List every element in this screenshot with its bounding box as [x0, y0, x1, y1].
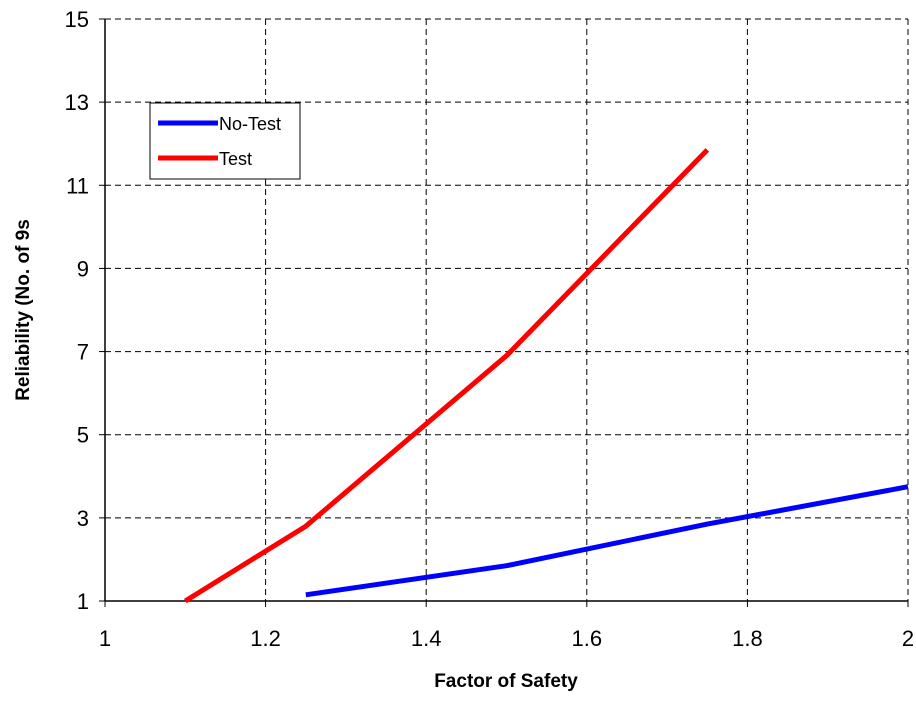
- series-lines: [183, 148, 909, 604]
- grid: [105, 18, 909, 601]
- legend-label-test: Test: [219, 149, 252, 169]
- y-tick-label: 11: [66, 173, 89, 198]
- y-tick-label: 15: [65, 7, 89, 32]
- series-line-no-test: [305, 484, 909, 598]
- y-tick-label: 3: [77, 506, 89, 531]
- x-tick-label: 1.8: [732, 626, 763, 651]
- x-tick-label: 1: [99, 626, 111, 651]
- axes: [99, 18, 909, 607]
- x-axis-title: Factor of Safety: [434, 671, 578, 692]
- y-tick-label: 9: [77, 256, 89, 281]
- legend: No-Test Test: [149, 102, 301, 180]
- x-tick-label: 1.2: [250, 626, 281, 651]
- y-tick-label: 1: [77, 589, 89, 614]
- x-tick-label: 2: [902, 626, 914, 651]
- series-line-test: [183, 148, 710, 604]
- legend-label-no-test: No-Test: [219, 114, 281, 134]
- y-tick-label: 7: [77, 340, 89, 365]
- x-tick-label: 1.6: [572, 626, 603, 651]
- y-tick-label: 5: [77, 423, 89, 448]
- y-axis-title: Reliability (No. of 9s: [13, 219, 34, 401]
- legend-box: [149, 102, 301, 180]
- y-tick-label: 13: [65, 90, 89, 115]
- x-tick-label: 1.4: [411, 626, 442, 651]
